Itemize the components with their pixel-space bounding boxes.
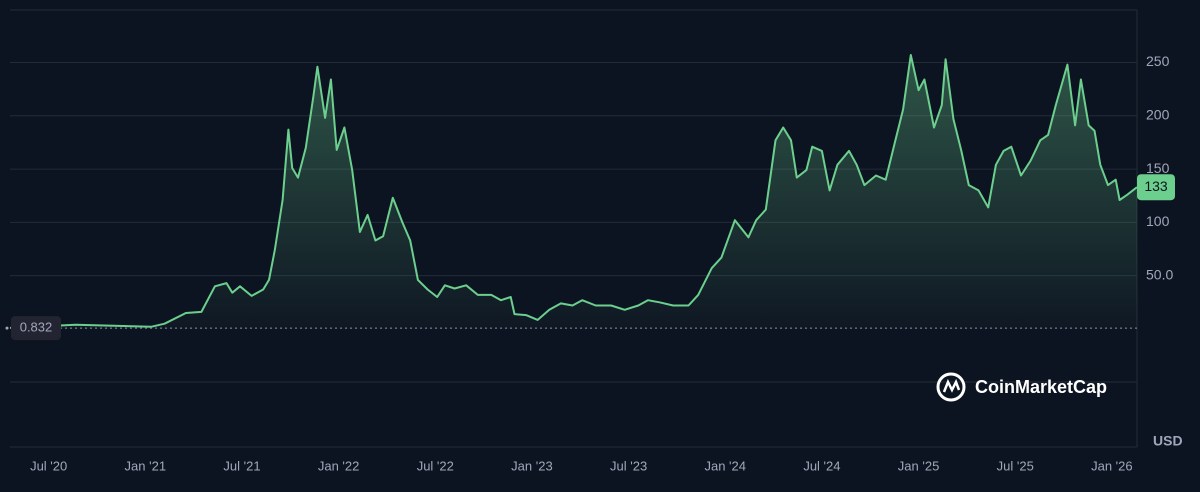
x-tick-label: Jan '23 [511, 458, 553, 473]
unit-label: USD [1153, 433, 1183, 449]
x-tick-label: Jan '24 [704, 458, 746, 473]
x-tick-label: Jul '25 [997, 458, 1034, 473]
current-label: 133 [1144, 178, 1168, 194]
y-tick-label: 50.0 [1146, 266, 1173, 282]
x-tick-label: Jul '20 [30, 458, 67, 473]
y-tick-label: 100 [1146, 213, 1170, 229]
watermark: CoinMarketCap [975, 377, 1107, 397]
logo-ring [936, 372, 966, 402]
x-tick-label: Jan '21 [125, 458, 167, 473]
x-tick-label: Jul '23 [610, 458, 647, 473]
y-tick-label: 150 [1146, 160, 1170, 176]
x-tick-label: Jul '22 [417, 458, 454, 473]
start-badge [11, 316, 61, 341]
area [10, 55, 1137, 329]
start-label: 0.832 [20, 320, 53, 335]
x-tick-label: Jan '22 [318, 458, 360, 473]
y-tick-label: 250 [1146, 53, 1170, 69]
x-tick-label: Jan '26 [1091, 458, 1133, 473]
x-tick-label: Jul '21 [223, 458, 260, 473]
x-tick-label: Jan '25 [898, 458, 940, 473]
current-badge [1137, 174, 1175, 201]
y-tick-label: 200 [1146, 106, 1170, 122]
price-line [9, 54, 1138, 329]
logo-mark [942, 378, 961, 393]
start-dot [5, 326, 9, 330]
x-tick-label: Jul '24 [803, 458, 840, 473]
watermark-logo [936, 372, 966, 402]
